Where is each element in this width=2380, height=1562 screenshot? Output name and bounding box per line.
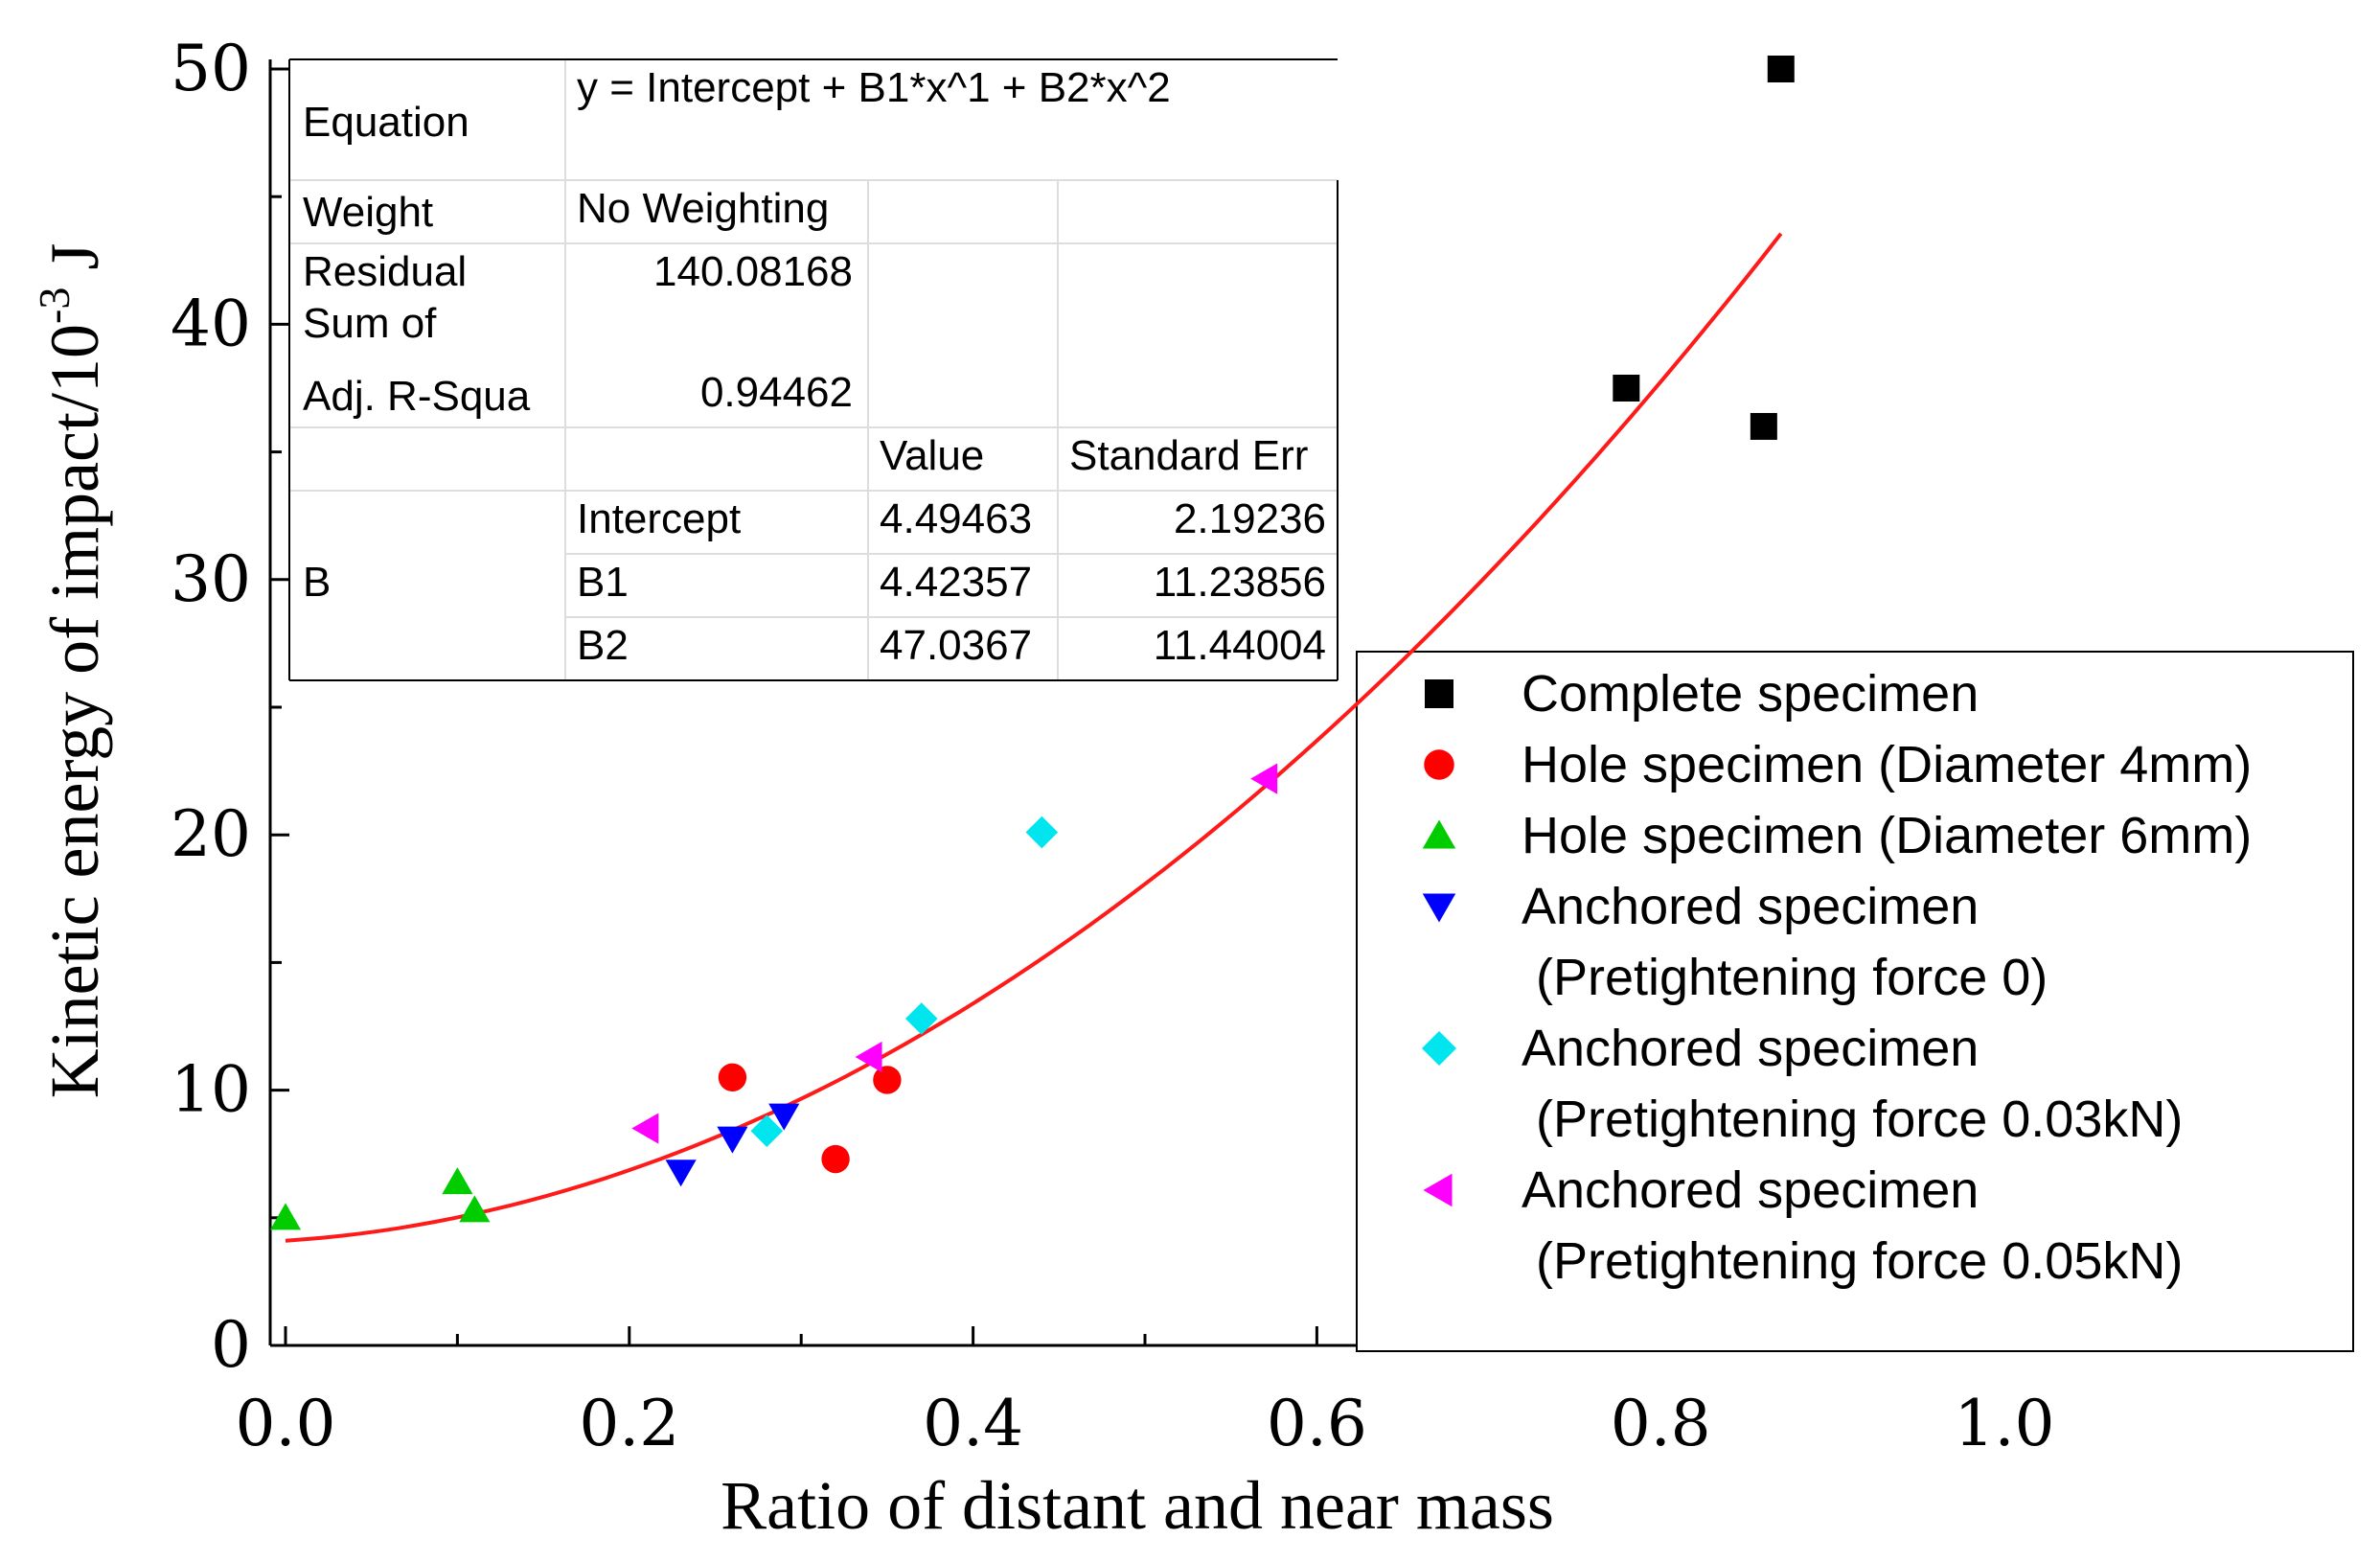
legend-label: Hole specimen (Diameter 6mm) (1522, 807, 2252, 864)
fit-param-stderr: 2.19236 (1174, 495, 1326, 542)
y-axis-title-exponent: -3 (30, 287, 79, 324)
fit-param-value: 4.42357 (880, 559, 1032, 606)
legend-marker-triangle-up (1422, 819, 1456, 849)
x-tick-label: 1.0 (1955, 1387, 2055, 1460)
data-point-triangle-down (665, 1160, 697, 1187)
fit-table-inner-grid (289, 59, 1338, 680)
legend-box (1356, 651, 2354, 1352)
data-point-circle (873, 1066, 902, 1094)
fit-equation-label: Equation (303, 99, 469, 146)
data-point-square (1767, 56, 1795, 82)
y-tick-label: 0 (211, 1308, 251, 1382)
fit-param-name: B1 (577, 559, 629, 606)
data-point-triangle-left (631, 1113, 659, 1144)
y-tick-label: 30 (171, 542, 251, 616)
x-tick-label: 0.2 (579, 1387, 679, 1460)
x-tick-label: 0.0 (236, 1387, 336, 1460)
data-point-circle (821, 1144, 850, 1174)
fit-adjr-value: 0.94462 (700, 369, 853, 416)
legend-marker-diamond (1422, 1031, 1456, 1066)
data-point-diamond (904, 1002, 938, 1035)
quadratic-fit-curve (285, 232, 1783, 1243)
fit-weight-value: No Weighting (577, 185, 829, 232)
legend-label: Anchored specimen (1522, 1020, 1979, 1077)
fit-weight-label: Weight (303, 189, 433, 236)
data-point-triangle-down (768, 1103, 800, 1131)
x-tick-label: 0.6 (1267, 1387, 1367, 1460)
fit-param-name: Intercept (577, 495, 741, 542)
x-axis-title: Ratio of distant and near mass (721, 1467, 1554, 1544)
legend-label: (Pretightening force 0.05kN) (1522, 1232, 2183, 1290)
fit-stderr-header: Standard Err (1069, 432, 1308, 479)
data-point-triangle-left (1250, 763, 1278, 794)
fit-group-label: B (303, 559, 331, 606)
legend-label: Anchored specimen (1522, 1161, 1979, 1219)
data-point-circle (718, 1063, 747, 1091)
fit-param-value: 47.0367 (880, 622, 1032, 669)
y-axis-title-unit: J (36, 243, 113, 287)
data-point-triangle-left (855, 1041, 882, 1073)
legend-label: Anchored specimen (1522, 878, 1979, 935)
fit-rss-label-line1: Residual (303, 248, 467, 295)
fit-rss-value: 140.08168 (653, 248, 853, 295)
data-point-diamond (750, 1114, 784, 1148)
fit-rss-label-line2: Sum of (303, 300, 437, 347)
fit-value-header: Value (880, 432, 984, 479)
tick-group: 0.0 0.2 0.4 0.6 0.8 1.0 0 10 20 30 40 50 (171, 32, 2054, 1460)
fit-adjr-label: Adj. R-Squa (303, 373, 531, 420)
data-points (269, 56, 1795, 1230)
y-tick-label: 10 (171, 1053, 251, 1127)
legend-label: Hole specimen (Diameter 4mm) (1522, 736, 2252, 793)
legend-label: (Pretightening force 0.03kN) (1522, 1091, 2183, 1148)
y-tick-label: 40 (171, 287, 251, 360)
legend-items: Complete specimen Hole specimen (Diameter… (1422, 665, 2252, 1290)
x-tick-label: 0.8 (1611, 1387, 1711, 1460)
data-point-triangle-up (269, 1203, 302, 1230)
legend-marker-triangle-left (1423, 1173, 1453, 1207)
fit-param-name: B2 (577, 622, 629, 669)
y-axis-title-main: Kinetic energy of impact/10 (36, 324, 113, 1098)
fit-param-stderr: 11.44004 (1154, 622, 1326, 669)
legend-marker-circle (1424, 749, 1454, 780)
data-point-triangle-down (717, 1126, 748, 1154)
data-point-square (1750, 412, 1777, 440)
data-point-triangle-up (442, 1167, 473, 1195)
fit-results-table: Equation y = Intercept + B1*x^1 + B2*x^2… (288, 58, 1339, 681)
x-tick-label: 0.4 (923, 1387, 1023, 1460)
legend: Complete specimen Hole specimen (Diameter… (1356, 651, 2354, 1352)
legend-label: (Pretightening force 0) (1522, 949, 2048, 1006)
fit-param-value: 4.49463 (880, 495, 1032, 542)
y-tick-label: 20 (171, 797, 251, 871)
y-axis-title: Kinetic energy of impact/10-3 J (30, 243, 113, 1099)
fit-param-stderr: 11.23856 (1154, 559, 1326, 606)
fit-equation: y = Intercept + B1*x^1 + B2*x^2 (577, 64, 1171, 111)
legend-marker-triangle-down (1422, 893, 1456, 923)
data-point-diamond (1025, 815, 1059, 849)
y-tick-label: 50 (171, 32, 251, 105)
legend-marker-square (1425, 679, 1453, 708)
fit-table-background (289, 59, 1338, 680)
data-point-triangle-up (459, 1195, 491, 1223)
fit-parameter-rows: Intercept 4.49463 2.19236 B1 4.42357 11.23856… (577, 495, 1326, 669)
data-point-square (1613, 375, 1640, 402)
legend-label: Complete specimen (1522, 665, 1979, 723)
